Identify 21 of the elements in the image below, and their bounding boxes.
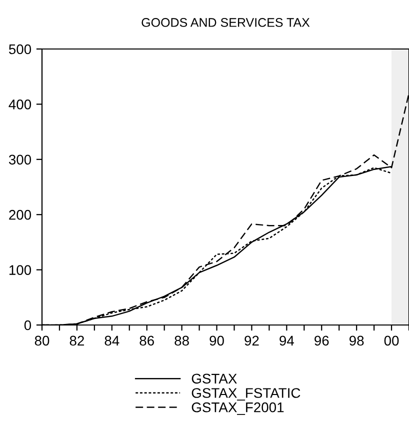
y-tick-label: 500 (8, 44, 32, 54)
x-tick-label: 98 (350, 336, 364, 346)
x-tick-label: 92 (244, 336, 259, 346)
x-tick-label: 82 (70, 336, 84, 346)
x-tick-label: 94 (280, 336, 294, 346)
x-tick-label: 80 (34, 336, 50, 346)
y-tick-label: 400 (8, 100, 32, 110)
y-tick-label: 0 (24, 320, 32, 330)
x-tick-label: 88 (174, 336, 189, 346)
chart-title: GOODS AND SERVICES TAX (142, 18, 310, 27)
x-tick-label: 86 (140, 336, 154, 346)
legend-label: GSTAX (192, 374, 237, 384)
x-tick-label: 90 (210, 336, 224, 346)
y-tick-label: 100 (9, 265, 32, 275)
x-tick-label: 00 (384, 336, 399, 346)
x-tick-label: 84 (104, 336, 120, 346)
legend-label: GSTAX_FSTATIC (192, 388, 300, 401)
y-tick-label: 200 (9, 210, 32, 220)
legend-label: GSTAX_F2001 (192, 402, 284, 415)
y-tick-label: 300 (8, 154, 32, 165)
x-tick-label: 96 (314, 336, 329, 346)
